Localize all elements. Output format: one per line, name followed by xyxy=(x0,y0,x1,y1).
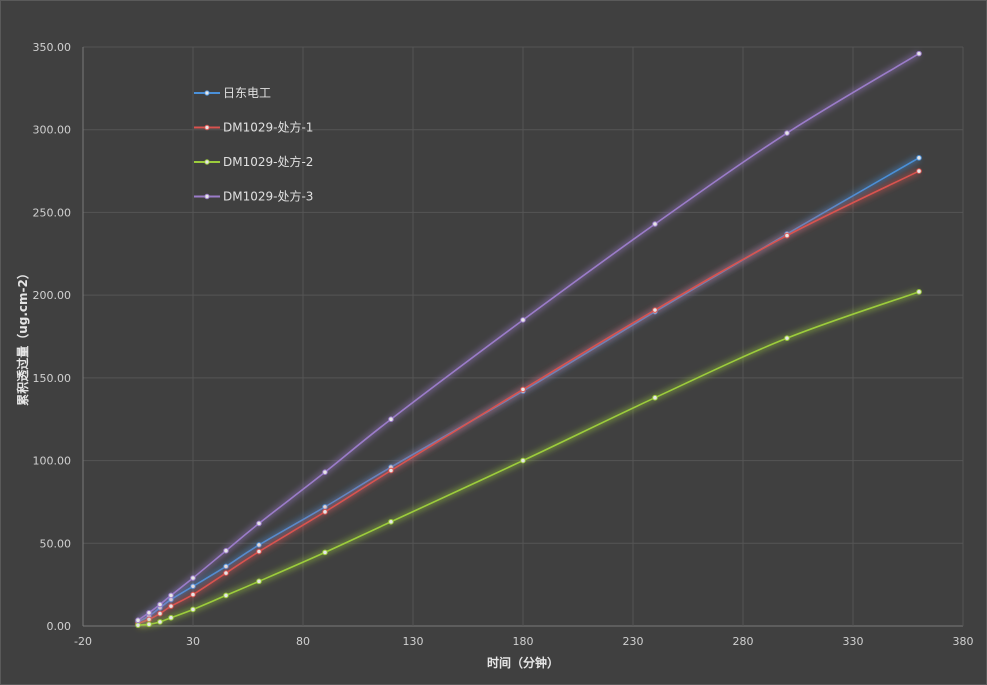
series-glow xyxy=(136,51,921,623)
data-point xyxy=(190,591,196,598)
data-point xyxy=(322,469,328,475)
legend-marker xyxy=(204,159,210,165)
data-point xyxy=(146,609,152,616)
series-group xyxy=(135,50,922,629)
data-point xyxy=(388,518,394,525)
data-point xyxy=(652,394,658,401)
series-2 xyxy=(135,168,922,627)
legend-label: 日东电工 xyxy=(223,86,271,100)
x-tick-label: 180 xyxy=(513,635,534,648)
data-point xyxy=(916,289,922,295)
data-point xyxy=(256,542,262,548)
data-point xyxy=(388,467,394,474)
data-point xyxy=(916,155,922,161)
y-tick-label: 50.00 xyxy=(40,537,72,550)
series-4 xyxy=(135,50,922,624)
series-glow xyxy=(136,168,921,627)
legend-label: DM1029-处方-3 xyxy=(223,189,313,204)
data-point xyxy=(190,575,196,581)
data-point xyxy=(146,621,152,628)
data-point xyxy=(223,563,229,570)
data-point xyxy=(223,547,229,554)
x-tick-label: 130 xyxy=(403,635,424,648)
y-tick-label: 100.00 xyxy=(33,455,72,468)
data-point xyxy=(190,583,196,590)
data-point xyxy=(322,549,328,556)
grid xyxy=(83,46,964,627)
data-point xyxy=(168,592,174,599)
data-point xyxy=(190,606,196,613)
data-point xyxy=(784,335,790,341)
data-point xyxy=(135,622,141,628)
x-tick-label: 30 xyxy=(186,635,200,648)
data-point xyxy=(916,168,922,174)
x-tick-label: 380 xyxy=(953,635,974,648)
data-point xyxy=(223,570,229,576)
series-line xyxy=(137,52,920,621)
data-point xyxy=(157,619,163,625)
data-point xyxy=(520,317,526,323)
data-point xyxy=(388,416,394,423)
legend-item: 日东电工 xyxy=(194,86,271,100)
y-tick-label: 350.00 xyxy=(33,41,72,54)
legend-item: DM1029-处方-3 xyxy=(194,189,313,204)
data-point xyxy=(784,130,790,136)
data-point xyxy=(157,601,163,608)
legend-marker xyxy=(204,193,210,200)
data-point xyxy=(157,610,163,617)
y-tick-label: 250.00 xyxy=(33,206,72,219)
legend-item: DM1029-处方-1 xyxy=(194,120,313,135)
data-point xyxy=(652,307,658,313)
y-tick-label: 300.00 xyxy=(33,124,72,137)
legend-marker xyxy=(204,90,210,96)
x-tick-label: 280 xyxy=(733,635,754,648)
x-tick-label: -20 xyxy=(74,635,92,648)
data-point xyxy=(520,457,526,464)
x-axis-title: 时间（分钟） xyxy=(487,655,559,670)
y-tick-label: 0.00 xyxy=(47,620,72,633)
series-line xyxy=(137,291,920,626)
legend-label: DM1029-处方-2 xyxy=(223,154,313,169)
series-3 xyxy=(135,288,922,629)
data-point xyxy=(916,50,922,57)
data-point xyxy=(520,386,526,393)
data-point xyxy=(168,614,174,621)
data-point xyxy=(652,221,658,227)
y-tick-label: 150.00 xyxy=(33,372,72,385)
y-axis-title: 累积透过量（ug.cm-2） xyxy=(15,267,30,406)
legend-label: DM1029-处方-1 xyxy=(223,120,313,135)
legend: 日东电工 DM1029-处方-1 DM1029-处方-2 DM1029-处方-3 xyxy=(194,86,313,204)
data-point xyxy=(223,592,229,599)
data-point xyxy=(135,617,141,624)
legend-item: DM1029-处方-2 xyxy=(194,154,313,169)
data-point xyxy=(146,616,152,623)
data-point xyxy=(256,520,262,527)
x-tick-label: 230 xyxy=(623,635,644,648)
data-point xyxy=(168,603,174,609)
legend-marker xyxy=(204,124,210,131)
x-tick-label: 80 xyxy=(296,635,310,648)
axes: 0.00 50.00 100.00 150.00 200.00 250.00 300.00 3… xyxy=(33,41,974,648)
data-point xyxy=(256,578,262,585)
data-point xyxy=(256,548,262,555)
data-point xyxy=(322,509,328,515)
data-point xyxy=(784,232,790,239)
x-tick-label: 330 xyxy=(843,635,864,648)
y-tick-label: 200.00 xyxy=(33,289,72,302)
